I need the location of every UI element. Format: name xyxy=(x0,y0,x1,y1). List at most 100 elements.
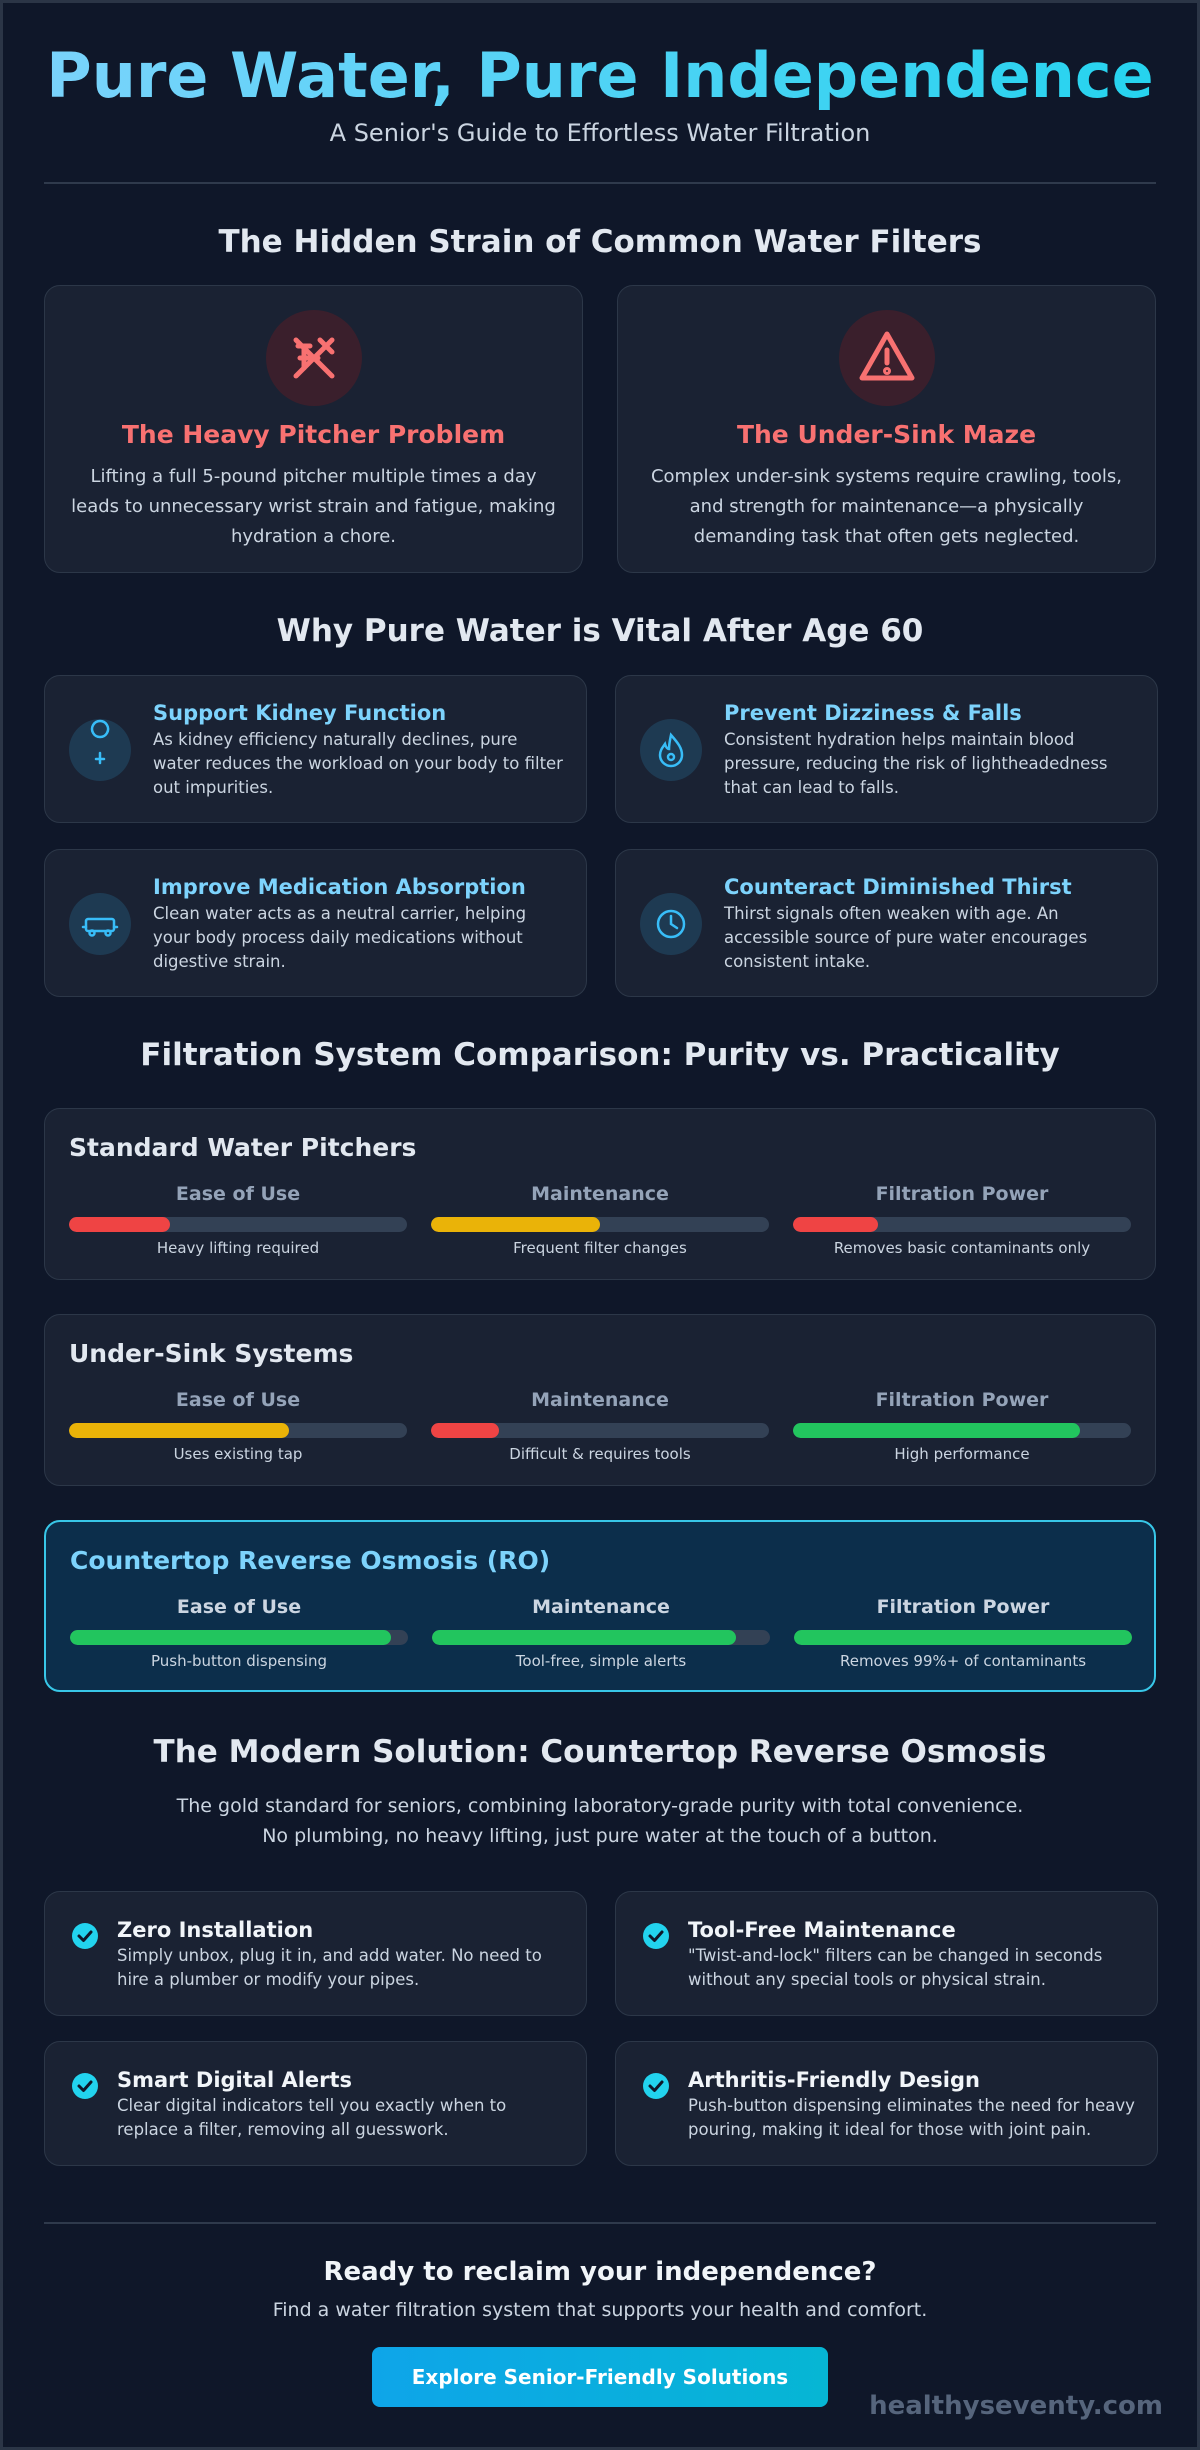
feature-card: Zero Installation Simply unbox, plug it i… xyxy=(44,1891,587,2016)
metric: Maintenance Tool-free, simple alerts xyxy=(432,1596,770,1670)
feature-card: Tool-Free Maintenance "Twist-and-lock" fi… xyxy=(615,1891,1158,2016)
system-card: Countertop Reverse Osmosis (RO) Ease of U… xyxy=(44,1520,1156,1692)
feature-card: Smart Digital Alerts Clear digital indica… xyxy=(44,2041,587,2166)
metric: Maintenance Difficult & requires tools xyxy=(431,1389,769,1463)
section-heading: Why Pure Water is Vital After Age 60 xyxy=(276,613,924,649)
metric-label: Maintenance xyxy=(532,1596,670,1618)
feature-card: Arthritis-Friendly Design Push-button dis… xyxy=(615,2041,1158,2166)
metric-caption: Difficult & requires tools xyxy=(509,1445,691,1463)
divider xyxy=(44,2222,1156,2224)
card-text: Complex under-sink systems require crawl… xyxy=(650,466,1123,547)
problem-card: The Under-Sink Maze Complex under-sink s… xyxy=(617,285,1156,573)
bar-track xyxy=(793,1217,1131,1232)
check-icon xyxy=(642,1922,670,1954)
feature-title: Arthritis-Friendly Design xyxy=(688,2068,980,2092)
metric-caption: Removes 99%+ of contaminants xyxy=(839,1652,1087,1670)
icon xyxy=(640,893,702,955)
card-title: Prevent Dizziness & Falls xyxy=(724,701,1022,725)
card-text: Lifting a full 5-pound pitcher multiple … xyxy=(71,466,556,547)
system-name: Standard Water Pitchers xyxy=(69,1133,417,1162)
icon xyxy=(839,310,935,406)
intro-text: The gold standard for seniors, combining… xyxy=(176,1795,1024,1847)
system-name: Countertop Reverse Osmosis (RO) xyxy=(70,1546,551,1575)
metric-caption: High performance xyxy=(894,1445,1030,1463)
metric-caption: Uses existing tap xyxy=(173,1445,303,1463)
section-heading: The Modern Solution: Countertop Reverse … xyxy=(153,1734,1047,1770)
metric: Maintenance Frequent filter changes xyxy=(431,1183,769,1257)
icon xyxy=(69,893,131,955)
feature-text: "Twist-and-lock" filters can be changed … xyxy=(688,1946,1103,1989)
metric-label: Ease of Use xyxy=(175,1183,301,1205)
bar-track xyxy=(793,1423,1131,1438)
card-text: Thirst signals often weaken with age. An… xyxy=(724,904,1088,971)
page-title: Pure Water, Pure Independence xyxy=(3,39,1197,112)
bar-track xyxy=(69,1217,407,1232)
bar xyxy=(69,1217,171,1232)
bar xyxy=(431,1423,499,1438)
problem-card: The Heavy Pitcher Problem Lifting a full… xyxy=(44,285,583,573)
bar-track xyxy=(431,1423,769,1438)
feature-title: Tool-Free Maintenance xyxy=(688,1918,956,1942)
feature-text: Clear digital indicators tell you exactl… xyxy=(117,2096,507,2139)
bar-track xyxy=(431,1217,769,1232)
metric-caption: Removes basic contaminants only xyxy=(833,1239,1091,1257)
bar xyxy=(793,1423,1081,1438)
check-icon xyxy=(642,2072,670,2104)
system-name: Under-Sink Systems xyxy=(69,1339,354,1368)
feature-title: Zero Installation xyxy=(117,1918,314,1942)
check-icon xyxy=(71,2072,99,2104)
divider xyxy=(44,182,1156,184)
bar-track xyxy=(794,1630,1132,1645)
card-text: As kidney efficiency naturally declines,… xyxy=(153,730,563,797)
metric-label: Filtration Power xyxy=(875,1183,1049,1205)
system-card: Standard Water Pitchers Ease of Use Heavy … xyxy=(44,1108,1156,1280)
metric-caption: Push-button dispensing xyxy=(150,1652,328,1670)
metric: Ease of Use Uses existing tap xyxy=(69,1389,407,1463)
icon xyxy=(266,310,362,406)
icon xyxy=(640,719,702,781)
metric: Filtration Power Removes 99%+ of contamin… xyxy=(794,1596,1132,1670)
metric-label: Maintenance xyxy=(531,1183,669,1205)
benefit-card: Prevent Dizziness & Falls Consistent hydr… xyxy=(615,675,1158,823)
metric: Ease of Use Push-button dispensing xyxy=(70,1596,408,1670)
metric-label: Ease of Use xyxy=(175,1389,301,1411)
metric: Filtration Power Removes basic contaminan… xyxy=(793,1183,1131,1257)
section-heading: Filtration System Comparison: Purity vs.… xyxy=(140,1037,1060,1073)
check-icon xyxy=(71,1922,99,1954)
card-title: The Under-Sink Maze xyxy=(736,420,1037,449)
card-title: The Heavy Pitcher Problem xyxy=(121,420,506,449)
feature-text: Push-button dispensing eliminates the ne… xyxy=(688,2096,1135,2139)
bar xyxy=(431,1217,600,1232)
metric-label: Filtration Power xyxy=(876,1596,1050,1618)
benefit-card: Counteract Diminished Thirst Thirst signa… xyxy=(615,849,1158,997)
metric-caption: Tool-free, simple alerts xyxy=(515,1652,687,1670)
metric-caption: Heavy lifting required xyxy=(156,1239,320,1257)
bar xyxy=(70,1630,392,1645)
bar-track xyxy=(70,1630,408,1645)
card-title: Support Kidney Function xyxy=(153,701,447,725)
cta-heading: Ready to reclaim your independence? xyxy=(323,2257,877,2287)
bar xyxy=(69,1423,289,1438)
metric-label: Filtration Power xyxy=(875,1389,1049,1411)
system-card: Under-Sink Systems Ease of Use Uses existi… xyxy=(44,1314,1156,1486)
subtitle: A Senior's Guide to Effortless Water Fil… xyxy=(329,119,871,147)
section-heading: The Hidden Strain of Common Water Filter… xyxy=(218,224,982,260)
bar-track xyxy=(69,1423,407,1438)
card-title: Improve Medication Absorption xyxy=(153,875,526,899)
cta-text: Find a water filtration system that supp… xyxy=(272,2299,928,2321)
benefit-card: Support Kidney Function As kidney efficie… xyxy=(44,675,587,823)
card-title: Counteract Diminished Thirst xyxy=(724,875,1072,899)
bar xyxy=(793,1217,878,1232)
bar-track xyxy=(432,1630,770,1645)
feature-text: Simply unbox, plug it in, and add water.… xyxy=(117,1946,542,1989)
brand: healthyseventy.com xyxy=(869,2391,1163,2421)
icon xyxy=(69,719,131,781)
card-text: Consistent hydration helps maintain bloo… xyxy=(724,730,1108,797)
bar xyxy=(794,1630,1132,1645)
bar xyxy=(432,1630,737,1645)
feature-title: Smart Digital Alerts xyxy=(117,2068,353,2092)
card-text: Clean water acts as a neutral carrier, h… xyxy=(153,904,527,971)
benefit-card: Improve Medication Absorption Clean water… xyxy=(44,849,587,997)
cta-button[interactable]: Explore Senior-Friendly Solutions xyxy=(372,2347,828,2407)
